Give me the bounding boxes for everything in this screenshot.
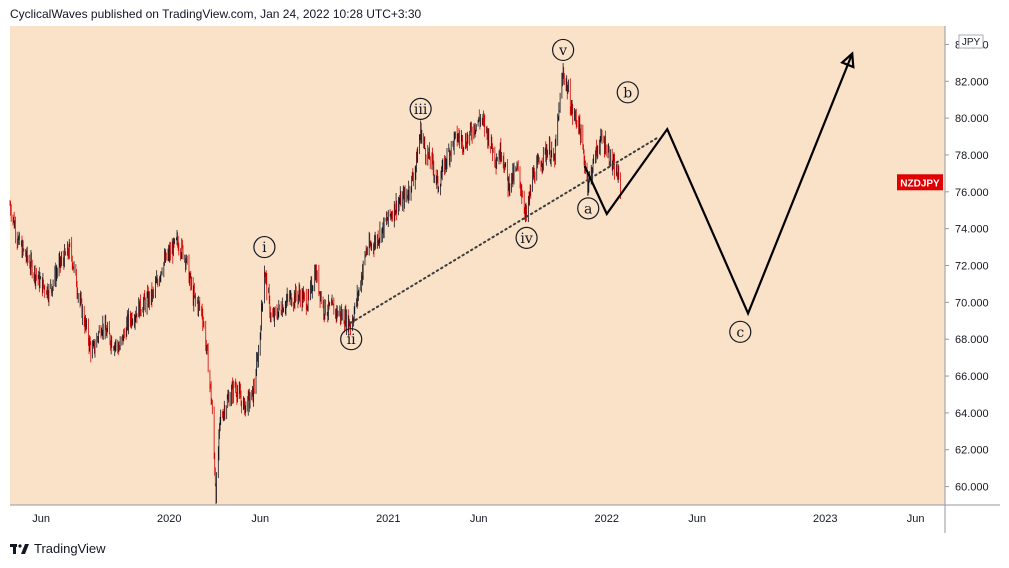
- wave-label-circle: [729, 320, 752, 343]
- wave-label-circle: [253, 235, 276, 259]
- wave-label-text: iv: [520, 231, 532, 247]
- wave-label-text: c: [736, 325, 744, 341]
- wave-label-circle: [515, 226, 538, 249]
- y-tick-label: 76.000: [955, 187, 989, 199]
- x-tick-label: Jun: [470, 513, 488, 525]
- x-tick-label: Jun: [32, 513, 50, 525]
- x-tick-label: Jun: [251, 513, 269, 525]
- y-tick-label: 70.000: [955, 297, 989, 309]
- wave-label-iii: iii: [409, 97, 432, 121]
- plot-background: [10, 26, 945, 505]
- wave-label-circle: [616, 81, 639, 104]
- footer-brand-label: TradingView: [34, 541, 106, 556]
- candles: [9, 62, 621, 505]
- wave-label-circle: [577, 197, 600, 220]
- x-tick-label: 2023: [813, 513, 837, 525]
- wave-label-a: a: [577, 197, 600, 220]
- wave-label-i: i: [253, 235, 276, 259]
- publisher-line: CyclicalWaves published on TradingView.c…: [10, 7, 422, 21]
- projection-path: [583, 53, 854, 317]
- y-tick-label: 64.000: [955, 408, 989, 420]
- projection-arrowhead: [840, 51, 855, 69]
- wave-label-text: a: [584, 201, 592, 217]
- wave-label-circle: [340, 328, 363, 351]
- wave-label-circle: [409, 97, 432, 121]
- wave-label-text: iii: [414, 102, 428, 118]
- currency-label-text: JPY: [962, 37, 981, 48]
- y-tick-label: 60.000: [955, 482, 989, 494]
- wave-label-c: c: [729, 320, 752, 343]
- wave-label-v: v: [551, 38, 575, 62]
- x-tick-label: 2021: [376, 513, 400, 525]
- x-tick-label: 2022: [595, 513, 619, 525]
- wave-label-ii: ii: [340, 328, 363, 351]
- symbol-badge: NZDJPY: [897, 174, 943, 191]
- symbol-badge-text: NZDJPY: [900, 178, 940, 189]
- trendline: [350, 137, 658, 324]
- wave-label-text: i: [262, 240, 267, 256]
- x-tick-label: Jun: [688, 513, 706, 525]
- currency-label-box: [958, 34, 984, 49]
- tradingview-logo-icon: [10, 543, 29, 554]
- y-tick-label: 82.000: [955, 76, 989, 88]
- x-tick-label: 2020: [157, 513, 181, 525]
- price-axis[interactable]: 60.000 62.000 64.000 66.000 68.000 70.000 72.0…: [945, 39, 989, 494]
- time-axis[interactable]: Jun 2020 Jun 2021 Jun 2022 Jun 2023 Jun: [32, 513, 924, 525]
- wave-label-b: b: [616, 81, 639, 104]
- y-tick-label: 72.000: [955, 261, 989, 273]
- wave-label-text: v: [558, 43, 567, 59]
- x-tick-label: Jun: [907, 513, 925, 525]
- y-tick-label: 74.000: [955, 224, 989, 236]
- wave-label-circle: [551, 38, 575, 62]
- wave-label-iv: iv: [515, 226, 538, 249]
- y-tick-label: 80.000: [955, 113, 989, 125]
- y-tick-label: 68.000: [955, 334, 989, 346]
- footer-brand[interactable]: TradingView: [10, 541, 106, 556]
- currency-label: JPY: [958, 34, 984, 49]
- wave-label-text: b: [623, 85, 632, 101]
- symbol-badge-box: [897, 174, 943, 191]
- y-tick-label: 62.000: [955, 445, 989, 457]
- y-tick-label: 66.000: [955, 371, 989, 383]
- y-tick-label: 78.000: [955, 150, 989, 162]
- wave-label-text: ii: [347, 332, 356, 348]
